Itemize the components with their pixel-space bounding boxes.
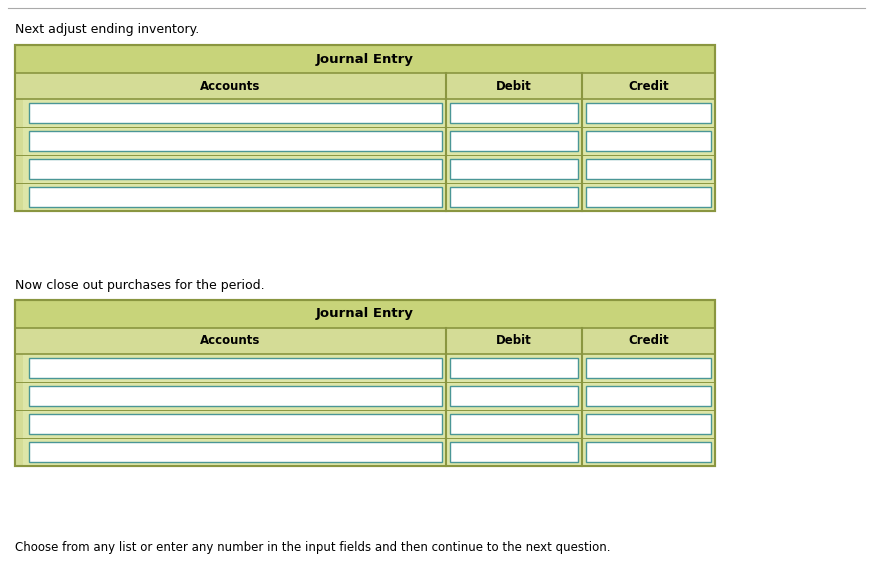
Bar <box>586 386 711 406</box>
Bar <box>15 300 715 466</box>
Bar <box>586 187 711 207</box>
Bar <box>450 187 578 207</box>
Bar <box>15 99 715 211</box>
Bar <box>15 354 23 466</box>
Text: Credit: Credit <box>628 335 668 348</box>
Bar <box>586 414 711 434</box>
Bar <box>15 99 23 211</box>
Text: Accounts: Accounts <box>200 79 261 92</box>
Bar <box>29 131 442 151</box>
Text: Journal Entry: Journal Entry <box>316 52 414 66</box>
Bar <box>15 300 715 466</box>
Bar <box>15 328 715 354</box>
Bar <box>586 131 711 151</box>
Bar <box>450 386 578 406</box>
Bar <box>15 45 715 211</box>
Bar <box>29 187 442 207</box>
Text: Now close out purchases for the period.: Now close out purchases for the period. <box>15 279 264 291</box>
Bar <box>29 159 442 179</box>
Bar <box>29 358 442 378</box>
Text: Credit: Credit <box>628 79 668 92</box>
Bar <box>450 414 578 434</box>
Bar <box>15 354 715 466</box>
Bar <box>15 73 715 99</box>
Bar <box>29 414 442 434</box>
Bar <box>450 358 578 378</box>
Bar <box>450 131 578 151</box>
Text: Debit: Debit <box>496 79 532 92</box>
Bar <box>450 103 578 123</box>
Text: Journal Entry: Journal Entry <box>316 307 414 320</box>
Text: Debit: Debit <box>496 335 532 348</box>
Bar <box>586 159 711 179</box>
Bar <box>586 442 711 462</box>
Bar <box>15 45 715 211</box>
Bar <box>586 103 711 123</box>
Text: Next adjust ending inventory.: Next adjust ending inventory. <box>15 23 200 36</box>
Text: Choose from any list or enter any number in the input fields and then continue t: Choose from any list or enter any number… <box>15 542 611 555</box>
Bar <box>29 386 442 406</box>
Bar <box>450 159 578 179</box>
Text: Accounts: Accounts <box>200 335 261 348</box>
Bar <box>29 442 442 462</box>
Bar <box>450 442 578 462</box>
Bar <box>29 103 442 123</box>
Bar <box>586 358 711 378</box>
